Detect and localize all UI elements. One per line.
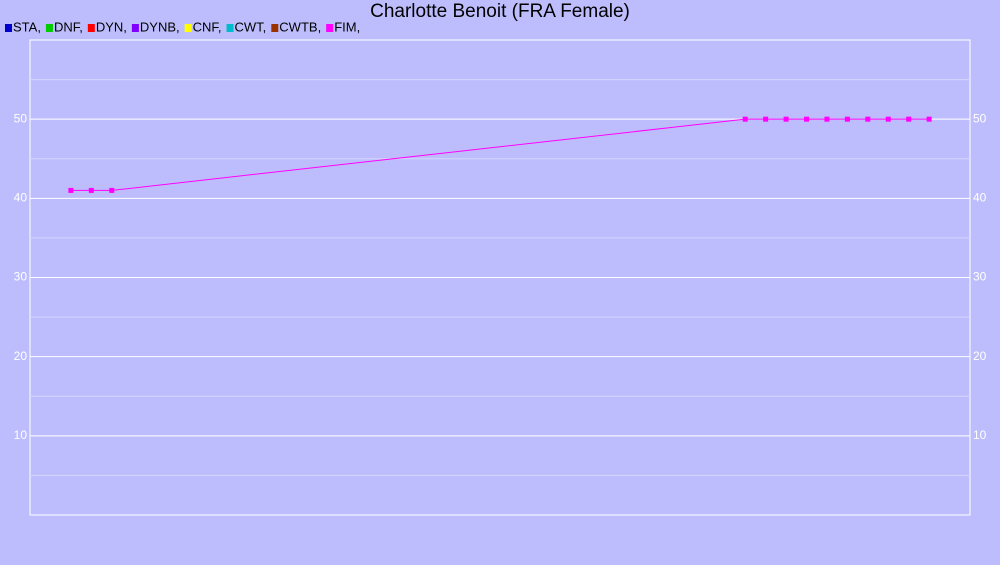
legend-label: DNF,: [54, 19, 83, 34]
y-tick-label-right: 40: [973, 191, 987, 205]
y-tick-label: 40: [14, 191, 28, 205]
y-tick-label-right: 30: [973, 270, 987, 284]
point: [763, 116, 769, 122]
legend-swatch: [184, 24, 192, 32]
point: [783, 116, 789, 122]
point: [742, 116, 748, 122]
point: [906, 116, 912, 122]
legend-swatch: [326, 24, 334, 32]
legend-swatch: [87, 24, 95, 32]
point: [109, 187, 115, 193]
point: [844, 116, 850, 122]
y-tick-label-right: 50: [973, 111, 987, 125]
legend-label: STA,: [13, 19, 41, 34]
y-tick-label-right: 10: [973, 428, 987, 442]
point: [865, 116, 871, 122]
point: [88, 187, 94, 193]
legend-swatch: [131, 24, 139, 32]
legend-swatch: [226, 24, 234, 32]
legend-label: DYNB,: [140, 19, 180, 34]
y-tick-label: 20: [14, 349, 28, 363]
y-tick-label: 30: [14, 270, 28, 284]
y-tick-label: 50: [14, 111, 28, 125]
point: [824, 116, 830, 122]
y-tick-label: 10: [14, 428, 28, 442]
point: [926, 116, 932, 122]
point: [68, 187, 74, 193]
legend-swatch: [271, 24, 279, 32]
legend-label: DYN,: [96, 19, 127, 34]
point: [804, 116, 810, 122]
series-line: [70, 118, 930, 191]
legend-swatch: [5, 24, 12, 32]
legend-label: CNF,: [193, 19, 222, 34]
y-tick-label-right: 20: [973, 349, 987, 363]
chart-title: Charlotte Benoit (FRA Female): [370, 1, 630, 22]
point: [885, 116, 891, 122]
legend-label: FIM,: [334, 19, 360, 34]
legend-label: CWTB,: [279, 19, 321, 34]
legend-label: CWT,: [235, 19, 267, 34]
legend-swatch: [45, 24, 53, 32]
